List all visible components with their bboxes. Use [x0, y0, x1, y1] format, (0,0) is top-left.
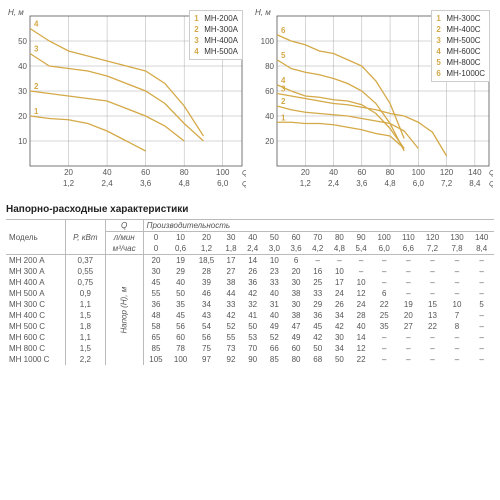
svg-text:2: 2: [34, 82, 39, 91]
svg-text:2,4: 2,4: [102, 179, 114, 188]
svg-text:4,8: 4,8: [385, 179, 397, 188]
legend-item: 4МН-600С: [436, 46, 485, 57]
svg-text:80: 80: [386, 168, 395, 177]
svg-text:20: 20: [18, 112, 27, 121]
col-model: Модель: [6, 220, 66, 255]
svg-text:80: 80: [265, 62, 274, 71]
svg-text:60: 60: [265, 87, 274, 96]
svg-text:Н, м: Н, м: [255, 8, 271, 17]
svg-text:100: 100: [216, 168, 230, 177]
svg-text:30: 30: [18, 87, 27, 96]
col-power: Р, кВт: [66, 220, 106, 255]
svg-text:4: 4: [34, 20, 39, 29]
svg-text:1,2: 1,2: [63, 179, 75, 188]
svg-text:1: 1: [34, 107, 39, 116]
data-table: Модель Р, кВт Q Производительность л/мин…: [6, 219, 494, 365]
col-q: Q: [105, 220, 143, 232]
svg-text:Q, л/мин: Q, л/мин: [242, 168, 246, 177]
svg-text:6,0: 6,0: [413, 179, 425, 188]
table-row: МН 200 А 0,37Напор (Н), м201918,51714106…: [6, 255, 494, 267]
svg-text:4,8: 4,8: [179, 179, 191, 188]
legend-item: 6МН-1000С: [436, 68, 485, 79]
chart2-wrap: 20 40 60 80 100 20 1,2 40 2,4 60 3,6 80 4,8 100 6,0 120…: [253, 6, 494, 196]
svg-text:Q, м³/ч: Q, м³/ч: [242, 179, 246, 188]
table-row: МН 500 С 1,8585654525049474542403527228–: [6, 321, 494, 332]
svg-text:7,2: 7,2: [441, 179, 453, 188]
legend-item: 1МН-200А: [194, 13, 238, 24]
legend-item: 3МН-400А: [194, 35, 238, 46]
svg-text:2: 2: [281, 97, 286, 106]
svg-text:100: 100: [261, 37, 275, 46]
svg-text:50: 50: [18, 37, 27, 46]
svg-text:40: 40: [265, 112, 274, 121]
svg-text:40: 40: [103, 168, 112, 177]
table-row: МН 400 А 0,7545403938363330251710–––––: [6, 277, 494, 288]
legend-item: 5МН-800С: [436, 57, 485, 68]
svg-text:8,4: 8,4: [469, 179, 481, 188]
section-title: Напорно-расходные характеристики: [6, 204, 494, 215]
svg-text:Q, л/мин: Q, л/мин: [489, 168, 493, 177]
table-row: МН 1000 С 2,21051009792908580685022–––––: [6, 354, 494, 365]
table-row: МН 300 С 1,13635343332313029262422191510…: [6, 299, 494, 310]
legend-item: 1МН-300С: [436, 13, 485, 24]
svg-text:3,6: 3,6: [356, 179, 368, 188]
chart2-legend: 1МН-300С2МН-400С3МН-500С4МН-600С5МН-800С…: [431, 10, 490, 82]
svg-text:6,0: 6,0: [217, 179, 229, 188]
chart1-legend: 1МН-200А2МН-300А3МН-400А4МН-500А: [189, 10, 243, 60]
svg-text:40: 40: [329, 168, 338, 177]
svg-text:20: 20: [265, 137, 274, 146]
svg-text:140: 140: [468, 168, 482, 177]
table-row: МН 500 А 0,9555046444240383324126––––: [6, 288, 494, 299]
svg-text:Н, м: Н, м: [8, 8, 24, 17]
svg-text:5: 5: [281, 51, 286, 60]
svg-text:80: 80: [180, 168, 189, 177]
svg-text:20: 20: [301, 168, 310, 177]
svg-text:4: 4: [281, 76, 286, 85]
svg-text:60: 60: [357, 168, 366, 177]
legend-item: 2МН-400С: [436, 24, 485, 35]
svg-text:3,6: 3,6: [140, 179, 152, 188]
svg-text:3: 3: [34, 45, 39, 54]
svg-text:10: 10: [18, 137, 27, 146]
table-row: МН 800 С 1,585787573706660503412–––––: [6, 343, 494, 354]
side-label: Напор (Н), м: [105, 255, 143, 366]
charts-row: 10 20 30 40 50 20 1,2 40 2,4 60 3,6 80 4,8 100 6,0 Н, м…: [6, 6, 494, 196]
svg-text:2,4: 2,4: [328, 179, 340, 188]
col-perf: Производительность: [143, 220, 494, 232]
chart1-wrap: 10 20 30 40 50 20 1,2 40 2,4 60 3,6 80 4,8 100 6,0 Н, м…: [6, 6, 247, 196]
table-row: МН 300 А 0,55302928272623201610––––––: [6, 266, 494, 277]
svg-text:6: 6: [281, 26, 286, 35]
svg-text:1,2: 1,2: [300, 179, 312, 188]
svg-text:40: 40: [18, 62, 27, 71]
table-row: МН 600 С 1,165605655535249423014–––––: [6, 332, 494, 343]
legend-item: 2МН-300А: [194, 24, 238, 35]
legend-item: 4МН-500А: [194, 46, 238, 57]
svg-text:60: 60: [141, 168, 150, 177]
svg-text:Q, м³/ч: Q, м³/ч: [489, 179, 493, 188]
svg-text:120: 120: [440, 168, 454, 177]
svg-text:1: 1: [281, 113, 286, 122]
svg-text:20: 20: [64, 168, 73, 177]
legend-item: 3МН-500С: [436, 35, 485, 46]
svg-text:100: 100: [412, 168, 426, 177]
table-row: МН 400 С 1,5484543424140383634282520137–: [6, 310, 494, 321]
